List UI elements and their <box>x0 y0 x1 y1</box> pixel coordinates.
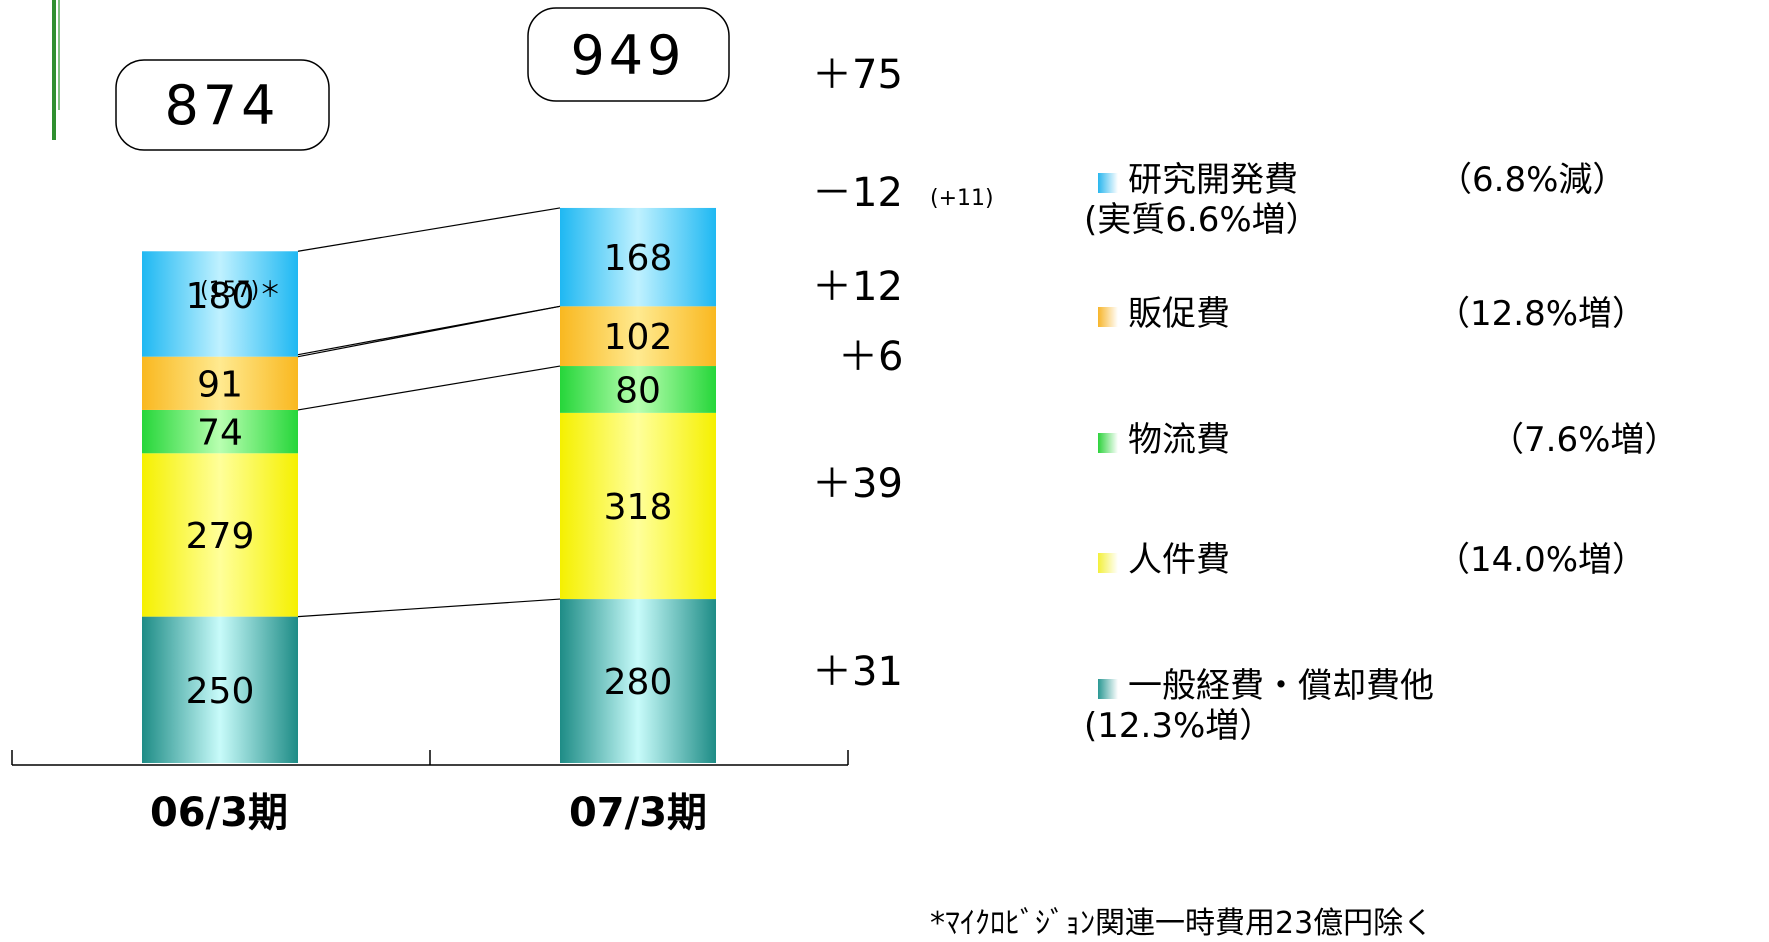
legend-label-logistics: 物流費 <box>1128 420 1230 460</box>
bar-value-label-0-4: 180 <box>186 276 255 317</box>
legend-swatch-personnel <box>1098 553 1118 573</box>
bar-segment-0-3 <box>142 356 298 410</box>
bar-segment-0-1 <box>142 453 298 617</box>
diff-rd: －12 <box>812 170 903 216</box>
bar-value-label-0-3: 91 <box>197 364 243 405</box>
category-label-07: 07/3期 <box>569 790 707 836</box>
bar-segment-0-4 <box>142 251 298 357</box>
diff-rd-note: (+11) <box>930 186 994 211</box>
bar-value-label-1-0: 280 <box>604 662 673 703</box>
bar-value-label-1-2: 80 <box>615 370 661 411</box>
total-value-07: 949 <box>570 24 685 87</box>
total-value-06: 874 <box>164 74 279 137</box>
legend-label-rd: 研究開発費 <box>1128 160 1298 200</box>
legend-swatch-logistics <box>1098 433 1118 453</box>
bar-segment-1-0 <box>560 599 716 763</box>
legend-pct-promo: （12.8%増） <box>1436 294 1647 334</box>
rd-real-annotation: (157)＊ <box>200 278 281 303</box>
bar-segment-1-1 <box>560 412 716 600</box>
legend-label-general: 一般経費・償却費他 <box>1128 666 1434 706</box>
footnote: *ﾏｲｸﾛﾋﾞｼﾞｮﾝ関連一時費用23億円除く <box>930 906 1434 941</box>
value-labels: 250 279 74 91 180 280 318 80 102 168 <box>186 238 673 712</box>
bar-segment-1-4 <box>560 207 716 307</box>
legend-item-personnel: 人件費 （14.0%増） <box>1098 540 1646 580</box>
connector-lines <box>297 207 561 618</box>
legend-label-promo: 販促費 <box>1128 294 1230 334</box>
legend-sub-rd: (実質6.6%増） <box>1084 200 1320 240</box>
category-label-06: 06/3期 <box>150 790 288 836</box>
bar-segment-1-2 <box>560 366 716 413</box>
bar-value-label-1-4: 168 <box>604 238 673 279</box>
legend-pct-logistics: （7.6%増） <box>1490 420 1679 460</box>
legend-item-rd: 研究開発費 （6.8%減） (実質6.6%増） <box>1084 160 1626 240</box>
bar-value-label-0-2: 74 <box>197 413 243 454</box>
connector-line-1 <box>297 365 561 411</box>
legend-item-general: 一般経費・償却費他 (12.3%増） <box>1084 666 1434 746</box>
decor-bar-1 <box>52 0 56 140</box>
legend-item-promo: 販促費 （12.8%増） <box>1098 294 1646 334</box>
bar-value-label-1-3: 102 <box>604 317 673 358</box>
legend-pct-personnel: （14.0%増） <box>1436 540 1647 580</box>
bar-segment-0-2 <box>142 409 298 454</box>
bar-value-label-0-0: 250 <box>186 671 255 712</box>
diff-total: ＋75 <box>812 52 903 98</box>
legend-swatch-general <box>1098 679 1118 699</box>
diff-logistics: ＋6 <box>838 334 903 380</box>
diff-general: ＋31 <box>812 649 903 695</box>
legend-sub-general: (12.3%増） <box>1084 706 1274 746</box>
bar-segment-1-3 <box>560 306 716 367</box>
legend-item-logistics: 物流費 （7.6%増） <box>1098 420 1678 460</box>
total-box-07 <box>527 7 730 102</box>
connector-line-annotation <box>297 305 561 356</box>
bar-segment-0-0 <box>142 616 298 763</box>
bars-layer <box>142 207 716 763</box>
legend-pct-rd: （6.8%減） <box>1438 160 1627 200</box>
bar-value-label-0-1: 279 <box>186 516 255 557</box>
legend-label-personnel: 人件費 <box>1128 540 1230 580</box>
total-box-06 <box>115 59 330 151</box>
connector-line-3 <box>297 207 561 252</box>
decor-bar-2 <box>58 0 60 110</box>
diff-personnel: ＋39 <box>812 461 903 507</box>
legend-swatch-promo <box>1098 307 1118 327</box>
diff-promo: ＋12 <box>812 264 903 310</box>
bar-value-label-1-1: 318 <box>604 487 673 528</box>
legend-swatch-rd <box>1098 173 1118 193</box>
connector-line-0 <box>297 598 561 618</box>
